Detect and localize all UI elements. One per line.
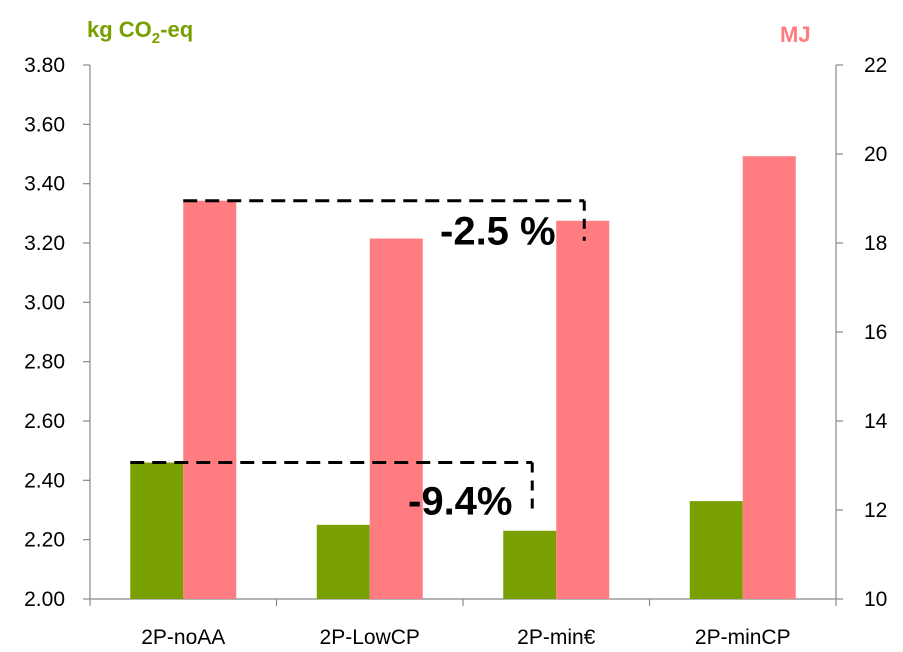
left-axis-label-part: kg CO (87, 17, 152, 42)
left-tick-label: 2.00 (24, 588, 65, 611)
energy-bar (183, 200, 237, 599)
energy-bar (742, 156, 796, 599)
left-tick-label: 3.40 (24, 173, 65, 196)
co2-bar (130, 462, 184, 599)
right-tick-label: 18 (864, 232, 887, 255)
x-tick-label: 2P-noAA (141, 626, 225, 649)
x-tick-label: 2P-minCP (695, 626, 791, 649)
right-tick-label: 20 (864, 143, 887, 166)
labels: 2.00 2.20 2.40 2.60 2.80 3.00 3.20 3.40 3.60 3.80… (24, 17, 888, 649)
right-tick-label: 22 (864, 54, 887, 77)
left-tick-label: 3.80 (24, 54, 65, 77)
left-tick-label: 2.40 (24, 469, 65, 492)
x-tick-label: 2P-LowCP (320, 626, 420, 649)
co2-bar (689, 501, 743, 599)
left-axis-label: kg CO2-eq (87, 17, 193, 47)
left-tick-label: 3.20 (24, 232, 65, 255)
co2-bar (503, 530, 557, 599)
energy-bar (556, 220, 610, 599)
bars (130, 156, 796, 600)
left-axis-label-subscript: 2 (152, 30, 160, 47)
left-axis-label-part: -eq (160, 17, 193, 42)
change-annotation: -2.5 % (440, 210, 556, 254)
co2-bar (316, 524, 370, 599)
energy-bar (369, 238, 423, 600)
right-tick-label: 14 (864, 410, 888, 433)
right-axis-label: MJ (780, 22, 811, 47)
x-tick-label: 2P-min€ (517, 626, 596, 649)
change-annotation: -9.4% (408, 480, 513, 524)
left-tick-label: 2.60 (24, 410, 65, 433)
left-tick-label: 3.60 (24, 113, 65, 136)
annotations (130, 199, 586, 515)
right-tick-label: 10 (864, 588, 887, 611)
left-tick-label: 2.20 (24, 529, 65, 552)
right-tick-label: 12 (864, 499, 887, 522)
left-tick-label: 2.80 (24, 351, 65, 374)
right-tick-label: 16 (864, 321, 887, 344)
left-tick-label: 3.00 (24, 291, 65, 314)
